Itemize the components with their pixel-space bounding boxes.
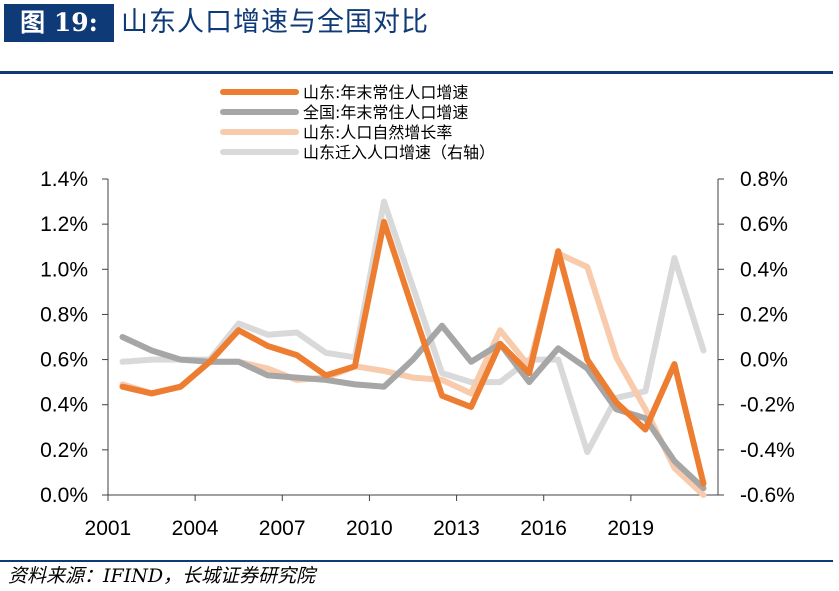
legend-label: 山东:年末常住人口增速 [303,83,468,102]
series-line-1 [119,218,707,487]
line-chart: 0.0% 0.2% 0.4% 0.6% 0.8% 1.0% 1.2% 1.4% -0.6% -0.… [40,83,795,540]
y-right-tick-label: 0.2% [740,303,788,326]
figure-label: 图 19: [4,4,114,42]
series-line-2 [119,322,707,492]
x-tick-label: 2019 [607,517,654,540]
y-left-tick-label: 1.4% [40,168,88,191]
y-right-tick-label: -0.4% [740,439,795,462]
y-left-tick-label: 0.8% [40,303,88,326]
top-divider [0,71,833,74]
header: 图 19: 山东人口增速与全国对比 [0,0,839,46]
legend-label: 山东迁入人口增速（右轴） [303,143,495,162]
x-tick-label: 2010 [346,517,393,540]
x-tick-label: 2004 [172,517,219,540]
y-right-tick-label: 0.8% [740,168,788,191]
y-left-tick-label: 1.0% [40,258,88,281]
legend-label: 山东:人口自然增长率 [303,123,452,142]
x-tick-label: 2001 [85,517,132,540]
source-note: 资料来源：IFIND，长城证券研究院 [8,565,316,587]
y-right-tick-label: -0.6% [740,484,795,507]
bottom-divider [0,560,833,562]
legend-label: 全国:年末常住人口增速 [303,103,468,122]
y-left-tick-label: 0.4% [40,394,88,417]
x-tick-label: 2013 [433,517,480,540]
chart-legend: 山东:年末常住人口增速全国:年末常住人口增速山东:人口自然增长率山东迁入人口增速… [220,83,495,162]
y-left-tick-label: 0.0% [40,484,88,507]
y-left-tick-label: 1.2% [40,213,88,236]
y-right-tick-label: 0.6% [740,213,788,236]
y-right-tick-label: 0.4% [740,258,788,281]
page-title: 山东人口增速与全国对比 [121,7,429,38]
series-line-4 [119,198,707,456]
y-right-tick-label: 0.0% [740,349,788,372]
x-tick-label: 2016 [520,517,567,540]
y-left-tick-label: 0.2% [40,439,88,462]
x-tick-label: 2007 [259,517,306,540]
y-right-tick-label: -0.2% [740,394,795,417]
chart-axes: 0.0% 0.2% 0.4% 0.6% 0.8% 1.0% 1.2% 1.4% -0.6% -0.… [40,168,795,540]
chart-series [119,198,707,498]
y-left-tick-label: 0.6% [40,349,88,372]
